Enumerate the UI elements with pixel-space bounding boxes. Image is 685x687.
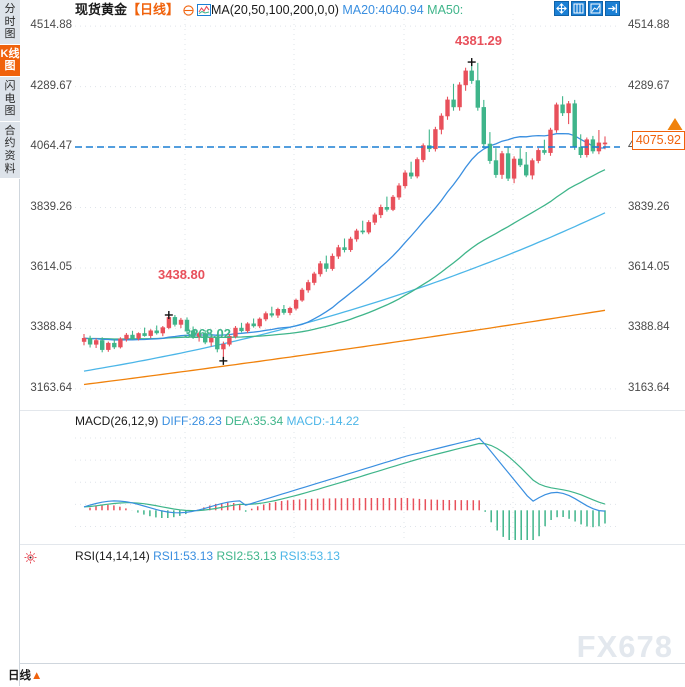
x-axis xyxy=(20,663,685,687)
scale-icon[interactable] xyxy=(588,1,603,16)
axis-tick-label: 4514.88 xyxy=(628,19,670,32)
price-chart-plot[interactable] xyxy=(75,14,620,406)
expand-icon[interactable] xyxy=(605,1,620,16)
macd-hist: MACD:-14.22 xyxy=(286,414,360,428)
axis-tick-label: 3163.64 xyxy=(30,381,72,394)
chart-toolbar xyxy=(554,1,620,16)
sidebar-item-shandian[interactable]: 闪电图 xyxy=(0,76,20,122)
macd-chart-plot[interactable] xyxy=(75,427,620,540)
period-badge[interactable]: 日线▲ xyxy=(8,667,42,683)
up-arrow-icon xyxy=(667,118,683,131)
macd-name: MACD(26,12,9) xyxy=(75,414,159,428)
axis-tick-label: 3388.84 xyxy=(628,321,670,334)
high-callout: 4381.29 xyxy=(455,33,502,48)
move-icon[interactable] xyxy=(554,1,569,16)
axis-tick-label: 3163.64 xyxy=(628,381,670,394)
sidebar-item-fenshi[interactable]: 分时图 xyxy=(0,0,20,45)
axis-tick-label: 3614.05 xyxy=(628,260,670,273)
sidebar-item-heyue[interactable]: 合约资料 xyxy=(0,121,20,180)
ma-settings-label: MA(20,50,100,200,0,0) xyxy=(211,3,339,17)
sidebar-item-kxian[interactable]: K线图 xyxy=(0,44,20,77)
current-price-flag: 4075.92 xyxy=(631,131,685,150)
rsi3-value: RSI3:53.13 xyxy=(279,549,340,563)
symbol-label: 现货黄金 xyxy=(75,2,128,17)
macd-title: MACD(26,12,9) DIFF:28.23 DEA:35.34 MACD:… xyxy=(75,414,359,428)
axis-tick-label: 4289.67 xyxy=(628,79,670,92)
line-chart-icon[interactable] xyxy=(197,4,211,16)
sun-icon[interactable] xyxy=(24,551,37,564)
axis-tick-label: 4514.88 xyxy=(30,19,72,32)
rsi-name: RSI(14,14,14) xyxy=(75,549,150,563)
axis-tick-label: 3839.26 xyxy=(30,200,72,213)
rsi-title: RSI(14,14,14) RSI1:53.13 RSI2:53.13 RSI3… xyxy=(75,549,340,563)
settings-circle-icon[interactable] xyxy=(182,5,194,16)
macd-dea: DEA:35.34 xyxy=(225,414,284,428)
axis-tick-label: 3388.84 xyxy=(30,321,72,334)
chart-frame: 现货黄金【日线】 MA(20,50,100,200,0,0) MA20:4040… xyxy=(20,0,685,686)
axis-tick-label: 4289.67 xyxy=(30,79,72,92)
rsi2-value: RSI2:53.13 xyxy=(216,549,277,563)
rsi1-value: RSI1:53.13 xyxy=(153,549,214,563)
chart-legend: 现货黄金【日线】 MA(20,50,100,200,0,0) MA20:4040… xyxy=(75,1,463,18)
mid-high-callout: 3438.80 xyxy=(158,267,205,282)
measure-icon[interactable] xyxy=(571,1,586,16)
period-badge-label: 日线 xyxy=(8,670,31,682)
axis-tick-label: 3839.26 xyxy=(628,200,670,213)
rsi-chart-plot[interactable] xyxy=(75,562,620,663)
ma50-value: MA50: xyxy=(427,3,464,17)
period-label: 【日线】 xyxy=(127,2,180,17)
low-callout: 3268.02 xyxy=(184,326,231,341)
macd-diff: DIFF:28.23 xyxy=(161,414,222,428)
axis-tick-label: 3614.05 xyxy=(30,260,72,273)
caret-up-icon: ▲ xyxy=(31,670,43,682)
left-tab-rail: 分时图 K线图 闪电图 合约资料 xyxy=(0,0,20,686)
ma20-value: MA20:4040.94 xyxy=(342,3,424,17)
axis-tick-label: 4064.47 xyxy=(30,140,72,153)
